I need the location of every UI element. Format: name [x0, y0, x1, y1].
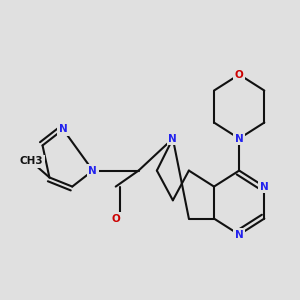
Text: N: N	[260, 182, 269, 192]
Text: N: N	[169, 134, 177, 144]
Text: N: N	[59, 124, 68, 134]
Text: N: N	[88, 166, 97, 176]
Text: N: N	[235, 134, 244, 144]
Text: N: N	[235, 230, 244, 240]
Text: O: O	[235, 70, 244, 80]
Text: O: O	[111, 214, 120, 224]
Text: CH3: CH3	[19, 156, 43, 167]
